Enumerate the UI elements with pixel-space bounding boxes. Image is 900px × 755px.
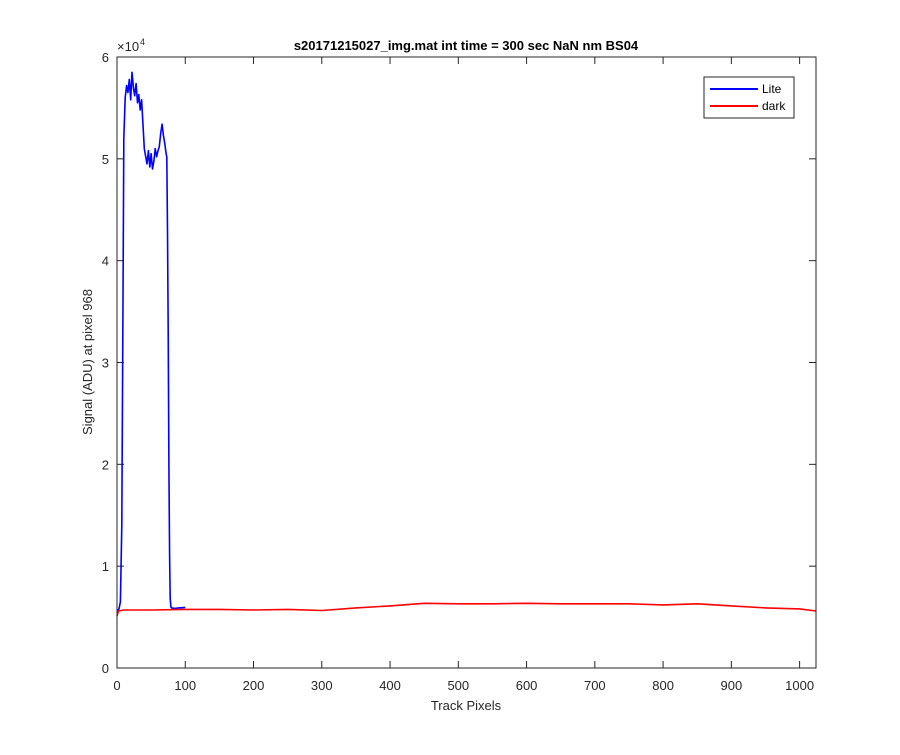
plot-frame bbox=[116, 56, 817, 669]
y-exponent-base: ×10 bbox=[117, 39, 139, 54]
legend-box bbox=[703, 76, 795, 119]
x-tick-label: 700 bbox=[584, 678, 606, 693]
y-tick-label: 3 bbox=[102, 356, 109, 371]
x-tick-label: 0 bbox=[113, 678, 120, 693]
y-tick-label: 2 bbox=[102, 457, 109, 472]
x-tick-label: 300 bbox=[311, 678, 333, 693]
y-tick-label: 6 bbox=[102, 50, 109, 65]
y-exponent-power: 4 bbox=[140, 37, 145, 47]
x-axis-ticks: 0 100 200 300 400 500 600 700 800 900 1000 bbox=[113, 57, 814, 693]
legend: Lite dark bbox=[703, 76, 795, 119]
series-layer bbox=[116, 71, 817, 617]
series-line-dark bbox=[116, 602, 817, 617]
y-tick-label: 5 bbox=[102, 152, 109, 167]
chart-title: s20171215027_img.mat int time = 300 sec … bbox=[294, 38, 639, 53]
y-tick-label: 4 bbox=[102, 254, 109, 269]
x-tick-label: 400 bbox=[379, 678, 401, 693]
x-tick-label: 1000 bbox=[785, 678, 814, 693]
x-axis-label: Track Pixels bbox=[431, 698, 502, 713]
y-tick-label: 0 bbox=[102, 661, 109, 676]
series-line-lite bbox=[116, 71, 186, 612]
x-tick-label: 800 bbox=[652, 678, 674, 693]
plot-area bbox=[117, 57, 816, 668]
y-tick-label: 1 bbox=[102, 559, 109, 574]
x-tick-label: 600 bbox=[516, 678, 538, 693]
legend-label-lite: Lite bbox=[762, 82, 782, 96]
legend-label-dark: dark bbox=[762, 99, 786, 113]
x-tick-label: 900 bbox=[721, 678, 743, 693]
x-tick-label: 200 bbox=[243, 678, 265, 693]
x-tick-label: 100 bbox=[174, 678, 196, 693]
y-axis-label: Signal (ADU) at pixel 968 bbox=[80, 289, 95, 435]
x-tick-label: 500 bbox=[447, 678, 469, 693]
y-exponent-label: ×10 4 bbox=[117, 37, 145, 54]
